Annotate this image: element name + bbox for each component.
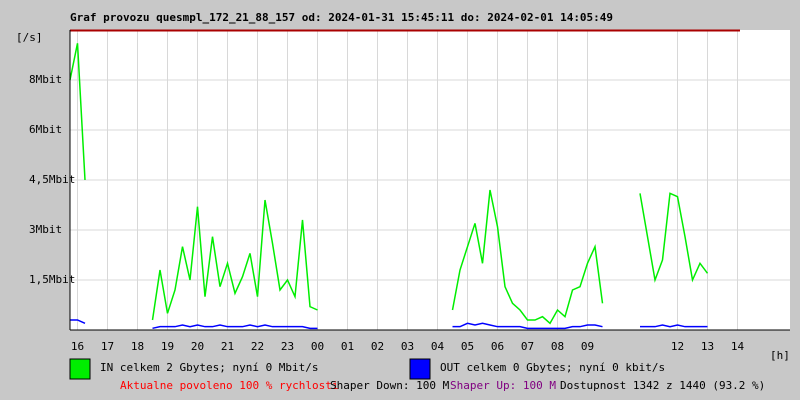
x-tick-label: 08: [551, 340, 564, 353]
y-tick-label: 8Mbit: [29, 73, 62, 86]
x-tick-label: 01: [341, 340, 354, 353]
x-tick-label: 16: [71, 340, 84, 353]
x-tick-label: 02: [371, 340, 384, 353]
y-tick-label: 6Mbit: [29, 123, 62, 136]
x-tick-label: 06: [491, 340, 504, 353]
legend-swatch: [69, 358, 91, 380]
x-tick-label: 09: [581, 340, 594, 353]
x-tick-label: 05: [461, 340, 474, 353]
legend-swatch: [409, 358, 431, 380]
x-tick-label: 00: [311, 340, 324, 353]
x-tick-label: 04: [431, 340, 445, 353]
x-tick-label: 17: [101, 340, 114, 353]
annotation: Aktualne povoleno 100 % rychlosti: [120, 379, 339, 392]
x-tick-label: 14: [731, 340, 745, 353]
x-tick-label: 03: [401, 340, 414, 353]
x-tick-label: 18: [131, 340, 144, 353]
x-tick-label: 21: [221, 340, 234, 353]
annotation: Shaper Down: 100 M: [330, 379, 450, 392]
annotation: Shaper Up: 100 M: [450, 379, 556, 392]
x-unit: [h]: [770, 349, 790, 362]
annotation: Dostupnost 1342 z 1440 (93.2 %): [560, 379, 765, 392]
x-tick-label: 07: [521, 340, 534, 353]
series-line: [70, 319, 708, 330]
x-tick-label: 12: [671, 340, 684, 353]
x-tick-label: 13: [701, 340, 714, 353]
x-tick-label: 22: [251, 340, 264, 353]
x-tick-label: 20: [191, 340, 204, 353]
legend-label: OUT celkem 0 Gbytes; nyní 0 kbit/s: [440, 361, 665, 374]
y-tick-label: 4,5Mbit: [29, 173, 75, 186]
chart-title: Graf provozu quesmpl_172_21_88_157 od: 2…: [70, 11, 613, 24]
x-tick-label: 19: [161, 340, 174, 353]
y-tick-label: 3Mbit: [29, 223, 62, 236]
series-line: [69, 43, 709, 325]
legend-label: IN celkem 2 Gbytes; nyní 0 Mbit/s: [100, 361, 319, 374]
y-tick-label: 1,5Mbit: [29, 273, 75, 286]
x-tick-label: 23: [281, 340, 294, 353]
y-unit: [/s]: [16, 31, 43, 44]
